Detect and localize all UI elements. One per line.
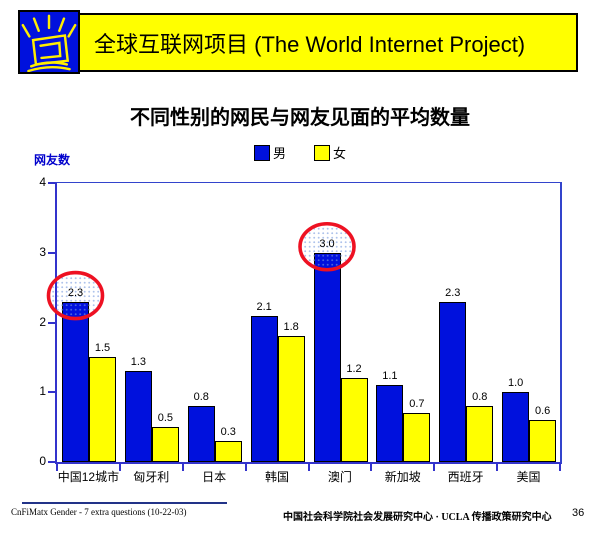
x-tick [496,464,499,471]
x-tick [181,464,184,471]
chart-plot: 0 1 2 3 4 中国12城市 匈牙利 日本 韩国 澳门 新加坡 西班牙 美国 2.3 1.3 0.8 2.1… [39,175,562,484]
bar-男-匈牙利 [124,371,152,462]
x-tick [559,464,561,471]
bar-value-label: 1.0 [507,377,524,390]
bar-value-label: 0.6 [534,405,551,418]
x-category-label: 澳门 [327,470,352,484]
bar-女-韩国 [277,336,305,462]
shining-monitor-icon [18,10,80,74]
bar-value-label: 3.0 [319,237,335,250]
bar-男-新加坡 [376,385,404,462]
bar-value-label: 1.3 [130,356,147,369]
bar-value-label: 0.8 [472,391,488,404]
bar-value-label: 1.8 [283,321,299,334]
x-category-label: 韩国 [265,470,290,484]
x-tick [370,464,373,471]
bar-value-label: 1.5 [94,342,111,355]
bar-女-新加坡 [403,413,431,462]
bar-男-韩国 [250,315,278,462]
y-tick-label: 3 [39,244,46,259]
x-tick [244,464,247,471]
bar-value-label: 2.1 [256,300,272,313]
y-tick [48,461,55,463]
x-tick [433,464,436,471]
y-tick-label: 1 [39,384,46,399]
male-swatch [253,144,270,161]
slide-title: 不同性别的网民与网友见面的平均数量 [130,107,470,129]
x-tick [307,464,310,471]
y-tick [48,321,55,324]
header-banner: 全球互联网项目 (The World Internet Project) [18,13,578,72]
legend-label-female: 女 [333,146,347,161]
bar-value-label: 0.7 [409,398,425,411]
footer-filename: CnFiMatx Gender - 7 extra questions (10-… [11,507,187,517]
bar-value-label: 2.3 [445,286,461,299]
footer-divider [22,502,227,504]
legend-label-male: 男 [272,146,286,161]
bar-女-西班牙 [466,406,494,462]
bar-男-澳门 [313,252,341,462]
bar-女-澳门 [340,378,368,462]
bar-value-label: 1.1 [382,370,398,383]
page-number: 36 [572,507,585,519]
x-category-label: 中国12城市 [57,470,120,484]
footer-organizations: 中国社会科学院社会发展研究中心 · UCLA 传播政策研究中心 [283,512,552,523]
y-tick [48,182,55,184]
x-category-label: 西班牙 [447,470,484,484]
bar-value-label: 0.5 [157,412,174,425]
y-tick [48,251,55,254]
bar-男-美国 [502,392,530,462]
y-tick [48,391,55,394]
bar-value-label: 1.2 [346,363,362,376]
y-tick-label: 2 [39,314,46,329]
bar-男-中国12城市 [62,301,89,462]
x-category-label: 匈牙利 [133,470,170,484]
chart-legend: 男 女 [0,143,600,162]
legend-item-female: 女 [314,143,346,162]
y-tick-label: 0 [39,454,46,468]
x-category-label: 美国 [516,470,541,484]
bar-女-美国 [529,420,557,462]
header-title: 全球互联网项目 (The World Internet Project) [94,31,526,57]
bar-男-日本 [187,406,215,462]
bar-value-label: 0.3 [220,426,236,439]
x-tick [56,464,58,471]
female-swatch [314,144,330,161]
bar-value-label: 2.3 [67,286,84,299]
y-tick-label: 4 [39,175,46,189]
y-axis-label: 网友数 [34,153,71,167]
bar-女-匈牙利 [151,427,179,462]
bar-女-中国12城市 [89,357,116,462]
x-tick [118,464,121,471]
bar-男-西班牙 [439,301,467,462]
legend-item-male: 男 [253,143,286,162]
x-category-label: 日本 [202,470,227,484]
bar-女-日本 [214,441,242,462]
bar-value-label: 0.8 [193,391,209,404]
x-category-label: 新加坡 [384,470,421,484]
